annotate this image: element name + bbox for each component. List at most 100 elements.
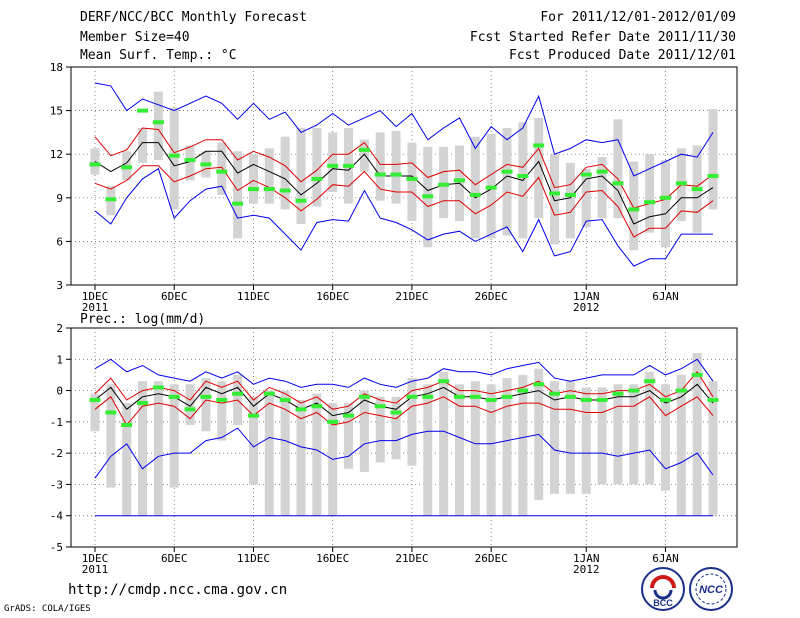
temp-upper-bound-line xyxy=(94,82,714,177)
prec-xtick-label: 1JAN xyxy=(573,552,600,565)
temp-spread-bar xyxy=(439,146,449,219)
temp-spread-bar xyxy=(248,154,258,204)
prec-median-marker xyxy=(485,397,497,402)
temp-spread-bar xyxy=(296,128,306,224)
prec-spread-bar xyxy=(660,384,670,491)
grads-credit: GrADS: COLA/IGES xyxy=(4,604,91,614)
temp-median-marker xyxy=(152,120,164,125)
prec-spread-bar xyxy=(692,353,702,516)
temp-xtick-label: 6DEC xyxy=(161,290,188,303)
prec-median-marker xyxy=(121,422,133,427)
source-url[interactable]: http://cmdp.ncc.cma.gov.cn xyxy=(68,582,288,598)
prec-median-marker xyxy=(358,394,370,399)
temp-spread-bar xyxy=(153,91,163,161)
temp-median-marker xyxy=(279,188,291,193)
prec-xtick-label: 11DEC xyxy=(237,552,270,565)
temp-median-marker xyxy=(121,165,133,170)
temp-median-marker xyxy=(612,181,624,186)
prec-spread-bar xyxy=(153,381,163,516)
prec-spread-bar xyxy=(296,399,306,516)
temp-spread-bar xyxy=(597,157,607,219)
prec-median-marker xyxy=(390,410,402,415)
temp-median-marker xyxy=(517,174,529,178)
ncc-logo: NCC xyxy=(689,567,733,611)
temp-spread-bar xyxy=(138,128,148,163)
temp-median-marker xyxy=(232,201,244,206)
prec-median-marker xyxy=(295,407,307,412)
prec-lower-quartile-line xyxy=(94,396,714,426)
temp-spread-bar xyxy=(565,162,575,239)
temp-median-marker xyxy=(422,194,434,199)
prec-variable-label: Prec.: log(mm/d) xyxy=(80,312,205,327)
temp-xtick-label: 1JAN xyxy=(573,290,600,303)
prec-median-marker xyxy=(263,391,275,396)
prec-median-marker xyxy=(675,388,687,393)
temp-median-marker xyxy=(501,169,513,174)
temp-median-marker xyxy=(406,176,418,181)
temp-xtick-label: 16DEC xyxy=(316,290,349,303)
prec-spread-bar xyxy=(708,381,718,516)
prec-spread-bar xyxy=(217,381,227,441)
temp-median-marker xyxy=(311,176,323,181)
prec-spread-bar xyxy=(138,381,148,516)
prec-spread-bar xyxy=(407,378,417,466)
temp-spread-bar xyxy=(264,148,274,204)
prec-spread-bar xyxy=(280,390,290,516)
temp-spread-bar xyxy=(550,154,560,245)
prec-median-marker xyxy=(453,394,465,399)
prec-median-marker xyxy=(343,413,355,418)
prec-xtick-label: 6JAN xyxy=(652,552,679,565)
prec-ytick-label: -4 xyxy=(50,510,64,523)
prec-upper-bound-line xyxy=(94,358,714,388)
temp-xtick-sublabel: 2011 xyxy=(82,301,109,314)
prec-spread-bar xyxy=(90,393,100,432)
prec-ytick-label: -5 xyxy=(50,541,63,554)
prec-spread-bar xyxy=(518,374,528,516)
prec-median-marker xyxy=(406,394,418,399)
chart-title: DERF/NCC/BCC Monthly Forecast xyxy=(80,10,307,25)
temp-spread-bar xyxy=(185,145,195,181)
prec-spread-bar xyxy=(454,384,464,516)
temp-spread-bar xyxy=(534,117,544,219)
temp-median-marker xyxy=(453,178,465,183)
prec-ytick-label: -3 xyxy=(50,478,63,491)
forecast-start-date: Fcst Started Refer Date 2011/11/30 xyxy=(469,30,736,45)
temp-lower-bound-line xyxy=(94,167,713,267)
prec-median-marker xyxy=(691,372,703,377)
temp-median-marker xyxy=(438,182,450,187)
temp-median-marker xyxy=(295,198,307,203)
prec-median-marker xyxy=(422,394,434,399)
prec-spread-bar xyxy=(185,384,195,425)
temp-spread-bar xyxy=(660,160,670,248)
temp-xtick-label: 21DEC xyxy=(395,290,428,303)
prec-median-marker xyxy=(89,397,101,402)
temp-median-marker xyxy=(247,187,259,192)
temp-median-marker xyxy=(200,162,212,167)
temp-spread-bar xyxy=(233,151,243,239)
prec-spread-bar xyxy=(312,393,322,516)
temp-median-marker xyxy=(168,153,180,158)
temp-median-marker xyxy=(89,162,101,167)
prec-spread-bar xyxy=(676,374,686,516)
temp-spread-bar xyxy=(407,142,417,222)
prec-median-marker xyxy=(549,391,561,396)
temp-xtick-label: 26DEC xyxy=(475,290,508,303)
temp-median-marker xyxy=(343,163,355,168)
prec-lower-bound-line xyxy=(94,427,714,479)
temp-median-marker xyxy=(533,143,545,148)
prec-ytick-label: -1 xyxy=(50,416,63,429)
temp-spread-bar xyxy=(375,132,385,201)
prec-median-marker xyxy=(469,394,481,399)
prec-spread-bar xyxy=(264,390,274,516)
temp-median-marker xyxy=(216,169,228,174)
temp-spread-bar xyxy=(613,119,623,219)
temp-ytick-label: 12 xyxy=(50,148,63,161)
ncc-logo-text: NCC xyxy=(699,584,724,596)
prec-spread-bar xyxy=(169,384,179,488)
temp-median-marker xyxy=(327,163,339,168)
temp-spread-bar xyxy=(502,128,512,236)
prec-median-marker xyxy=(517,388,529,393)
prec-median-marker xyxy=(184,407,196,412)
prec-ytick-label: 1 xyxy=(56,353,63,366)
